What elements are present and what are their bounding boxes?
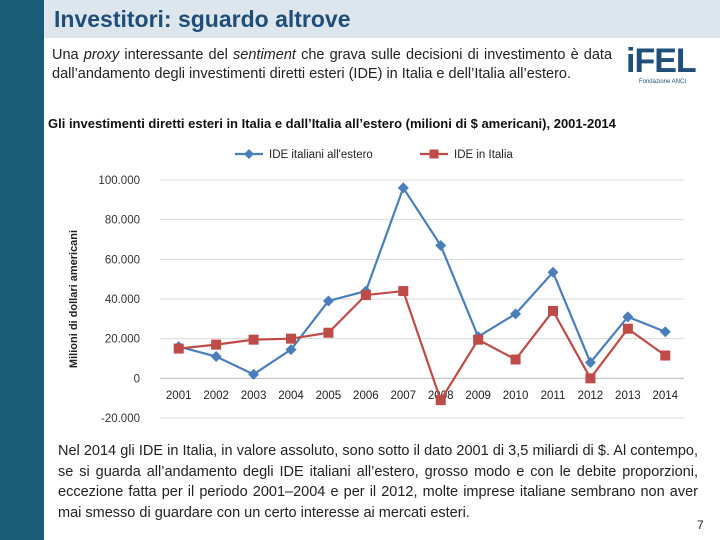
sidebar-band <box>0 0 44 540</box>
bottom-paragraph: Nel 2014 gli IDE in Italia, in valore as… <box>58 443 698 521</box>
y-tick-label: -20.000 <box>101 413 140 425</box>
data-point <box>585 373 596 384</box>
intro-text-2: interessante del <box>119 47 234 63</box>
data-point <box>473 334 484 345</box>
page-title: Investitori: sguardo altrove <box>54 6 351 32</box>
logo-subtitle: Fondazione ANCI <box>638 79 686 85</box>
legend-marker <box>244 149 254 159</box>
data-point <box>510 354 521 365</box>
series-line <box>178 289 666 403</box>
data-point <box>622 323 633 334</box>
x-tick-label: 2006 <box>353 390 379 402</box>
data-point <box>547 266 559 278</box>
intro-sentiment: sentiment <box>233 47 296 63</box>
x-tick-label: 2010 <box>503 390 529 402</box>
data-point <box>397 182 409 194</box>
chart-title: Gli investimenti diretti esteri in Itali… <box>48 116 616 131</box>
y-tick-label: 0 <box>134 373 140 385</box>
y-tick-label: 40.000 <box>105 294 140 306</box>
x-tick-label: 2001 <box>166 390 192 402</box>
x-tick-label: 2012 <box>578 390 604 402</box>
series-line <box>178 185 666 376</box>
y-tick-label: 80.000 <box>105 215 140 227</box>
y-tick-label: 60.000 <box>105 254 140 266</box>
data-point <box>248 368 260 380</box>
ifel-logo: iFEL Fondazione ANCI <box>626 42 697 92</box>
data-point <box>659 326 671 338</box>
x-tick-label: 2003 <box>241 390 267 402</box>
legend-label: IDE in Italia <box>454 149 513 161</box>
data-point <box>248 334 259 345</box>
data-point <box>286 333 296 344</box>
x-tick-label: 2007 <box>390 390 416 402</box>
data-point <box>660 350 671 361</box>
y-tick-label: 100.000 <box>98 175 140 187</box>
data-point <box>622 311 634 323</box>
data-point <box>173 343 184 354</box>
x-tick-label: 2004 <box>278 390 304 402</box>
intro-paragraph: Una proxy interessante del sentiment che… <box>52 46 612 84</box>
data-point <box>435 239 447 251</box>
x-tick-label: 2009 <box>465 390 491 402</box>
data-point <box>211 339 222 350</box>
data-point <box>584 356 596 368</box>
y-tick-label: 20.000 <box>105 334 140 346</box>
header-band <box>44 0 720 38</box>
x-tick-label: 2005 <box>316 390 342 402</box>
data-point <box>435 395 446 406</box>
page-number: 7 <box>697 518 704 532</box>
intro-text-1: Una <box>52 47 84 63</box>
data-point <box>322 295 334 307</box>
data-point <box>210 351 222 363</box>
intro-proxy: proxy <box>83 47 120 63</box>
x-tick-label: 2014 <box>652 390 678 402</box>
data-point <box>360 290 371 301</box>
logo-text: iFEL <box>626 42 697 80</box>
line-chart: -20.000 0 20.000 40.000 60.000 80.000 100.000 2… <box>68 149 684 425</box>
x-tick-label: 2011 <box>541 390 566 402</box>
data-point <box>285 344 297 356</box>
data-point <box>323 327 334 338</box>
data-point <box>398 286 409 297</box>
legend-label: IDE italiani all'estero <box>269 149 373 161</box>
y-axis-label: Milioni di dollari americani <box>68 230 80 368</box>
x-tick-label: 2002 <box>203 390 229 402</box>
data-point <box>548 305 558 316</box>
intro-text-3: che grava sulle decisioni di investiment… <box>52 47 613 82</box>
legend-marker <box>429 149 439 159</box>
x-tick-label: 2013 <box>615 390 641 402</box>
